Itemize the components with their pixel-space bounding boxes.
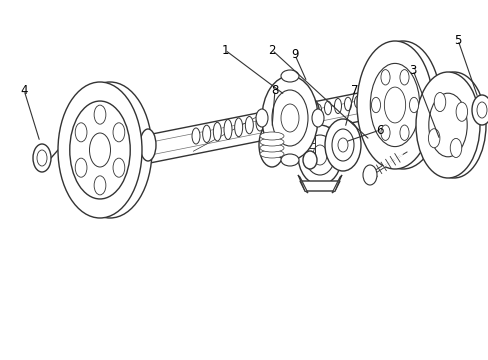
Ellipse shape: [305, 135, 334, 175]
Ellipse shape: [325, 119, 360, 171]
Ellipse shape: [113, 158, 124, 177]
Ellipse shape: [357, 89, 371, 115]
Ellipse shape: [314, 104, 321, 116]
Polygon shape: [299, 181, 339, 191]
Ellipse shape: [428, 93, 466, 157]
Ellipse shape: [262, 76, 317, 160]
Ellipse shape: [256, 109, 267, 127]
Ellipse shape: [260, 138, 284, 146]
Text: 2: 2: [268, 44, 275, 57]
Ellipse shape: [369, 63, 419, 147]
Ellipse shape: [455, 102, 467, 121]
Ellipse shape: [344, 97, 351, 111]
Ellipse shape: [259, 123, 285, 167]
Ellipse shape: [89, 133, 110, 167]
Ellipse shape: [297, 125, 341, 185]
Ellipse shape: [311, 109, 324, 127]
Text: 4: 4: [20, 84, 28, 96]
Ellipse shape: [476, 102, 486, 118]
Ellipse shape: [260, 150, 284, 158]
Ellipse shape: [224, 120, 231, 139]
Ellipse shape: [202, 125, 210, 143]
Ellipse shape: [371, 97, 380, 113]
Ellipse shape: [58, 82, 142, 218]
Ellipse shape: [421, 72, 485, 178]
Text: 7: 7: [350, 84, 358, 96]
Ellipse shape: [415, 72, 479, 178]
Ellipse shape: [234, 118, 242, 137]
Ellipse shape: [75, 123, 87, 142]
Text: 3: 3: [408, 63, 416, 77]
Text: 6: 6: [375, 123, 383, 136]
Ellipse shape: [312, 145, 326, 165]
Polygon shape: [331, 175, 341, 193]
Ellipse shape: [427, 129, 439, 148]
Ellipse shape: [380, 125, 389, 140]
Ellipse shape: [380, 69, 389, 85]
Ellipse shape: [68, 82, 152, 218]
Ellipse shape: [260, 144, 284, 152]
Ellipse shape: [324, 101, 331, 115]
Ellipse shape: [334, 99, 341, 113]
Ellipse shape: [33, 144, 51, 172]
Text: 8: 8: [271, 84, 278, 96]
Text: 1: 1: [221, 44, 228, 57]
Ellipse shape: [362, 165, 376, 185]
Ellipse shape: [70, 101, 130, 199]
Ellipse shape: [399, 69, 408, 85]
Ellipse shape: [337, 138, 347, 152]
Ellipse shape: [433, 93, 445, 112]
Ellipse shape: [75, 158, 87, 177]
Text: 5: 5: [453, 33, 461, 46]
Ellipse shape: [301, 98, 318, 122]
Ellipse shape: [256, 115, 264, 131]
Ellipse shape: [94, 176, 106, 195]
Ellipse shape: [331, 129, 353, 161]
Ellipse shape: [140, 129, 156, 161]
Ellipse shape: [213, 122, 221, 141]
Ellipse shape: [245, 117, 253, 134]
Ellipse shape: [281, 154, 298, 166]
Ellipse shape: [192, 128, 200, 144]
Ellipse shape: [471, 95, 488, 125]
Ellipse shape: [266, 137, 276, 153]
Ellipse shape: [449, 138, 461, 157]
Ellipse shape: [356, 41, 432, 169]
Ellipse shape: [281, 104, 298, 132]
Polygon shape: [297, 175, 307, 193]
Ellipse shape: [354, 96, 361, 108]
Ellipse shape: [384, 87, 405, 123]
Ellipse shape: [271, 90, 307, 146]
Ellipse shape: [113, 123, 124, 142]
Ellipse shape: [364, 41, 440, 169]
Ellipse shape: [305, 103, 314, 117]
Ellipse shape: [303, 151, 316, 169]
Ellipse shape: [260, 132, 284, 140]
Ellipse shape: [281, 70, 298, 82]
Polygon shape: [65, 81, 422, 179]
Ellipse shape: [37, 150, 47, 166]
Ellipse shape: [94, 105, 106, 124]
Ellipse shape: [399, 125, 408, 140]
Ellipse shape: [408, 97, 418, 113]
Text: 9: 9: [291, 49, 298, 62]
